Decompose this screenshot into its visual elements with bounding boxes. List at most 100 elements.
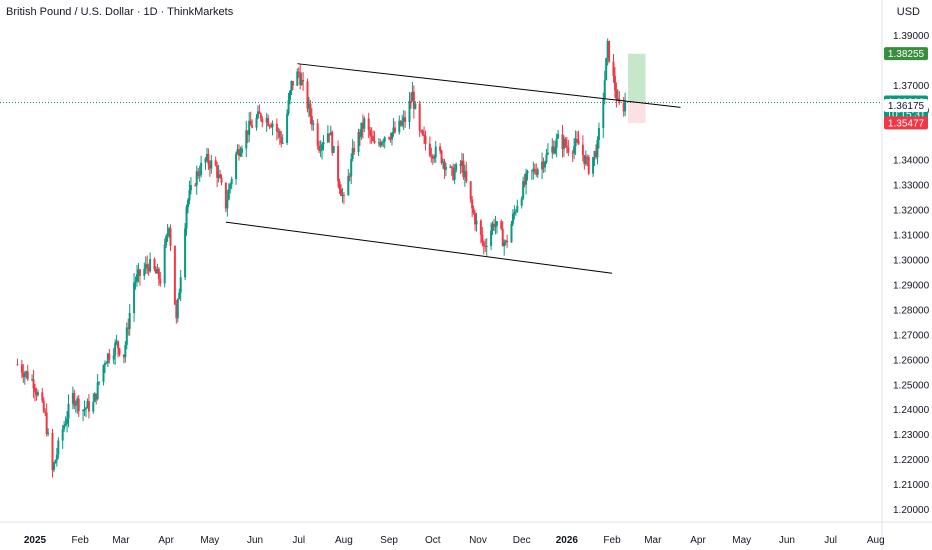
candle-body [57,440,60,455]
candle-body [265,118,268,123]
candle-body [442,161,444,163]
candle-body [32,379,35,389]
y-tick-label: 1.37000 [893,81,930,92]
candle-body [205,153,208,159]
candle-body [520,198,523,206]
x-tick-label: Jul [824,535,837,546]
candle-body [469,181,472,200]
candle-body [45,412,48,434]
candle-body [159,279,162,284]
candle-body [134,281,137,283]
candle-body [561,134,564,149]
candle-body [398,120,401,133]
candle-body [42,400,45,412]
candle-body [86,401,89,409]
candle-body [77,398,80,412]
candle-body [261,118,264,123]
candle-body [428,143,431,156]
candle-body [513,212,516,215]
candle-body [204,158,207,163]
candle-body [380,142,383,146]
candle-body [271,123,274,128]
candle-body [55,454,58,461]
candle-body [98,381,101,383]
candle-body [399,120,402,126]
candle-body [220,177,223,183]
candle-body [127,327,130,330]
y-tick-label: 1.31000 [893,231,930,242]
candle-body [382,141,385,143]
candle-body [409,101,412,103]
candle-body [424,136,427,144]
candle-body [290,81,293,92]
candle-body [137,269,140,275]
candle-body [235,153,238,179]
candle-body [363,118,366,129]
x-tick-label: 2025 [24,535,47,546]
candle-body [544,162,546,168]
candle-body [296,71,299,86]
candle-body [615,90,618,101]
candle-body [63,425,66,430]
candle-body [82,410,85,412]
candle-body [624,101,627,112]
candle-body [463,171,466,178]
candle-body [87,401,90,412]
candle-body [300,80,303,86]
y-tick-label: 1.24000 [893,405,930,416]
candle-body [530,170,533,172]
candle-body [471,199,474,209]
y-tick-label: 1.29000 [893,280,930,291]
candle-body [239,152,242,156]
candle-body [602,98,605,129]
candle-body [197,171,200,176]
candle-body [64,423,67,426]
candle-body [175,304,178,319]
candle-body [95,393,98,400]
candle-body [453,170,456,180]
candle-body [289,91,291,100]
x-tick-label: Mar [644,535,662,546]
candle-body [280,137,283,144]
x-tick-label: Aug [335,535,353,546]
candle-body [571,152,574,154]
candle-body [431,155,434,159]
candle-body [606,40,609,59]
candle-body [479,220,482,235]
candle-body [255,117,258,128]
candle-body [348,176,351,178]
candle-body [613,75,616,91]
candle-body [67,403,70,419]
candle-body [402,117,405,122]
candle-body [474,213,477,225]
candle-body [25,371,28,374]
candle-body [173,245,176,305]
candle-body [608,40,611,62]
candle-body [306,81,309,109]
candle-body [482,242,485,247]
candle-body [595,150,597,158]
candle-body [433,157,436,159]
candle-body [270,125,273,128]
y-tick-label: 1.28000 [893,305,930,316]
candle-body [76,398,79,405]
candle-body [302,80,305,82]
candle-body [22,372,25,377]
candle-body [217,174,220,178]
candle-body [338,181,341,190]
candle-body [73,393,76,406]
candle-body [449,166,452,168]
candle-body [331,132,334,153]
candle-body [169,228,172,246]
candle-body [369,129,372,136]
candle-body [93,393,96,402]
candle-body [622,102,625,112]
candle-body [156,268,159,274]
candle-body [245,130,248,149]
candle-body [510,223,513,243]
candle-body [83,409,86,411]
candle-body [546,152,549,155]
candle-body [434,146,437,158]
candle-body [388,137,391,139]
